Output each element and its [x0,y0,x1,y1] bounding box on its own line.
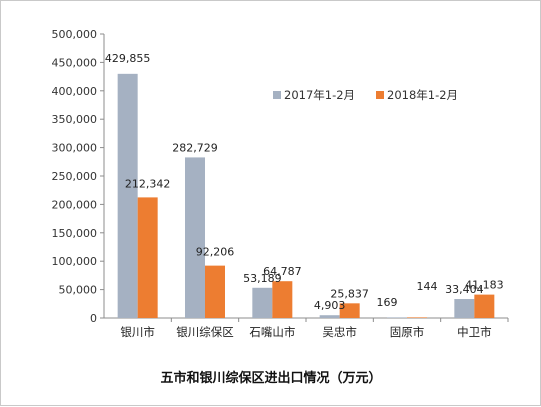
data-label: 64,787 [263,265,302,278]
y-tick-label: 350,000 [52,113,98,126]
bar-2017 [117,73,138,318]
data-label: 25,837 [330,287,369,300]
data-label: 212,342 [125,177,171,190]
bar-2018 [137,197,158,318]
bar-2017 [185,157,205,318]
data-label: 41,183 [465,279,504,292]
legend-label: 2017年1-2月 [284,88,355,102]
bar-2018 [407,317,427,318]
y-tick-label: 300,000 [52,142,98,155]
data-label: 169 [377,296,398,309]
data-label: 144 [417,280,438,293]
y-tick-label: 0 [90,312,97,325]
y-tick-label: 200,000 [52,198,98,211]
x-category-label: 银川市 [120,325,155,339]
data-label: 33,404 [445,283,484,296]
y-tick-label: 50,000 [59,284,98,297]
bar-2018 [272,281,293,318]
bar-2017 [387,317,407,318]
x-category-label: 银川综保区 [176,325,234,339]
legend-swatch [273,91,281,99]
data-label: 429,855 [105,52,151,65]
bar-2018 [339,303,360,318]
chart-title: 五市和银川综保区进出口情况（万元） [160,370,381,386]
bar-2018 [474,294,495,318]
y-tick-label: 250,000 [52,170,98,183]
legend-swatch [376,91,384,99]
data-label: 282,729 [172,141,218,154]
x-category-label: 吴忠市 [322,325,357,339]
data-label: 4,903 [314,299,346,312]
data-label: 53,189 [243,272,282,285]
data-label: 92,206 [196,246,235,259]
y-tick-label: 500,000 [52,28,98,41]
y-tick-label: 400,000 [52,85,98,98]
bar-2017 [319,315,340,318]
bar-2017 [454,299,475,318]
x-category-label: 中卫市 [457,325,492,339]
y-tick-label: 450,000 [52,56,98,69]
bar-2017 [252,287,273,318]
bar-2018 [205,265,225,318]
y-tick-label: 150,000 [52,227,98,240]
y-tick-label: 100,000 [52,255,98,268]
legend-label: 2018年1-2月 [387,88,458,102]
x-category-label: 石嘴山市 [249,325,295,339]
x-category-label: 固原市 [390,325,425,339]
